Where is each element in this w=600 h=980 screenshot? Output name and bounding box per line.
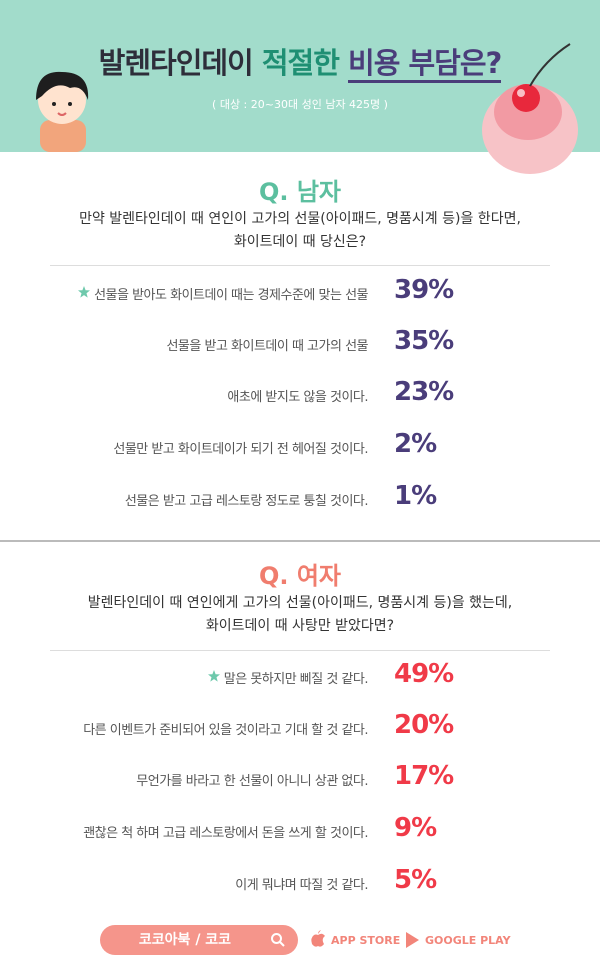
answer-text: 선물을 받고 화이트데이 때 고가의 선물 [166, 339, 368, 354]
app-store-link[interactable]: APP STORE [331, 934, 401, 947]
answer-percent: 39% [394, 275, 454, 305]
boy-illustration [36, 71, 89, 152]
header-art [36, 43, 578, 174]
question-text: 만약 발렌타인데이 때 연인이 고가의 선물(아이패드, 명품시계 등)을 한다… [79, 211, 521, 227]
answer-percent: 23% [394, 377, 454, 407]
answer-text: 말은 못하지만 삐질 것 같다. [223, 672, 369, 687]
divider [0, 540, 600, 542]
answer-percent: 2% [394, 429, 437, 459]
question-label: Q. 여자 [258, 562, 342, 590]
answer-text: 선물을 받아도 화이트데이 때는 경제수준에 맞는 선물 [94, 288, 368, 303]
answer-text: 선물만 받고 화이트데이가 되기 전 헤어질 것이다. [113, 442, 368, 457]
answer-percent: 20% [394, 710, 454, 740]
star-icon [78, 286, 90, 298]
title-part: 발렌타인데이 [98, 46, 254, 80]
answer-percent: 1% [394, 481, 437, 511]
title-part: 적절한 [261, 46, 340, 80]
title: 발렌타인데이 적절한 비용 부담은? [0, 40, 600, 83]
answer-percent: 9% [394, 813, 437, 843]
play-icon[interactable] [404, 931, 420, 949]
apple-icon[interactable] [310, 930, 326, 948]
google-play-link[interactable]: GOOGLE PLAY [425, 934, 511, 947]
subtitle: ( 대상 : 20~30대 성인 남자 425명 ) [212, 98, 388, 111]
answer-text: 무언가를 바라고 한 선물이 아니니 상관 없다. [136, 774, 368, 789]
answer-percent: 5% [394, 865, 437, 895]
answer-text: 애초에 받지도 않을 것이다. [227, 390, 368, 405]
question-text: 화이트데이 때 당신은? [233, 234, 367, 250]
answer-text: 이게 뭐냐며 따질 것 같다. [235, 878, 368, 893]
answer-percent: 35% [394, 326, 454, 356]
answer-text: 선물은 받고 고급 레스토랑 정도로 퉁칠 것이다. [124, 494, 369, 509]
separator [50, 265, 550, 266]
cupcake-illustration [482, 43, 578, 174]
question-label: Q. 남자 [258, 178, 342, 206]
search-icon[interactable] [270, 932, 286, 948]
search-text[interactable]: 코코아북 / 코코 [138, 932, 232, 948]
star-icon [208, 670, 220, 682]
answer-percent: 49% [394, 659, 454, 689]
answer-text: 다른 이벤트가 준비되어 있을 것이라고 기대 할 것 같다. [83, 723, 368, 738]
search-bar[interactable] [100, 925, 298, 955]
title-part: 비용 부담은? [348, 46, 502, 83]
answer-percent: 17% [394, 761, 454, 791]
answer-text: 괜찮은 척 하며 고급 레스토랑에서 돈을 쓰게 할 것이다. [83, 826, 368, 841]
question-text: 발렌타인데이 때 연인에게 고가의 선물(아이패드, 명품시계 등)을 했는데, [87, 595, 513, 611]
separator [50, 650, 550, 651]
question-text: 화이트데이 때 사탕만 받았다면? [205, 618, 395, 634]
